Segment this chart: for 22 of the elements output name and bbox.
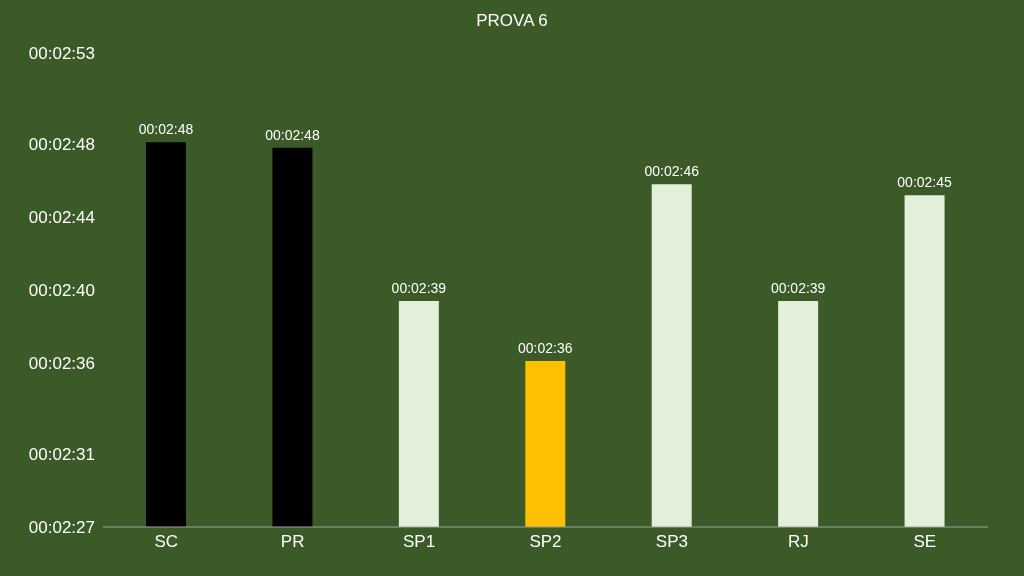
x-tick-label: SP1 (403, 532, 436, 552)
data-label: 00:02:48 (265, 126, 320, 143)
data-label: 00:02:36 (518, 340, 573, 357)
y-tick-label: 00:02:31 (28, 445, 95, 465)
y-tick-label: 00:02:36 (28, 353, 95, 373)
y-tick-label: 00:02:40 (28, 281, 95, 301)
x-tick-label: SE (913, 532, 937, 552)
data-label: 00:02:39 (391, 279, 447, 296)
chart-title: PROVA 6 (475, 11, 549, 31)
data-label: 00:02:39 (770, 279, 826, 296)
data-label: 00:02:45 (897, 174, 953, 191)
y-tick-label: 00:02:48 (28, 135, 95, 155)
x-tick-label: RJ (787, 532, 809, 552)
y-tick-label: 00:02:53 (28, 44, 95, 64)
data-label: 00:02:46 (644, 163, 700, 180)
x-tick-label: SP2 (529, 532, 562, 552)
x-tick-label: SP3 (655, 532, 688, 552)
y-tick-label: 00:02:44 (28, 208, 95, 228)
x-tick-label: PR (280, 532, 305, 552)
y-tick-label: 00:02:27 (28, 518, 95, 538)
data-label: 00:02:48 (138, 121, 194, 138)
x-tick-label: SC (154, 532, 179, 552)
